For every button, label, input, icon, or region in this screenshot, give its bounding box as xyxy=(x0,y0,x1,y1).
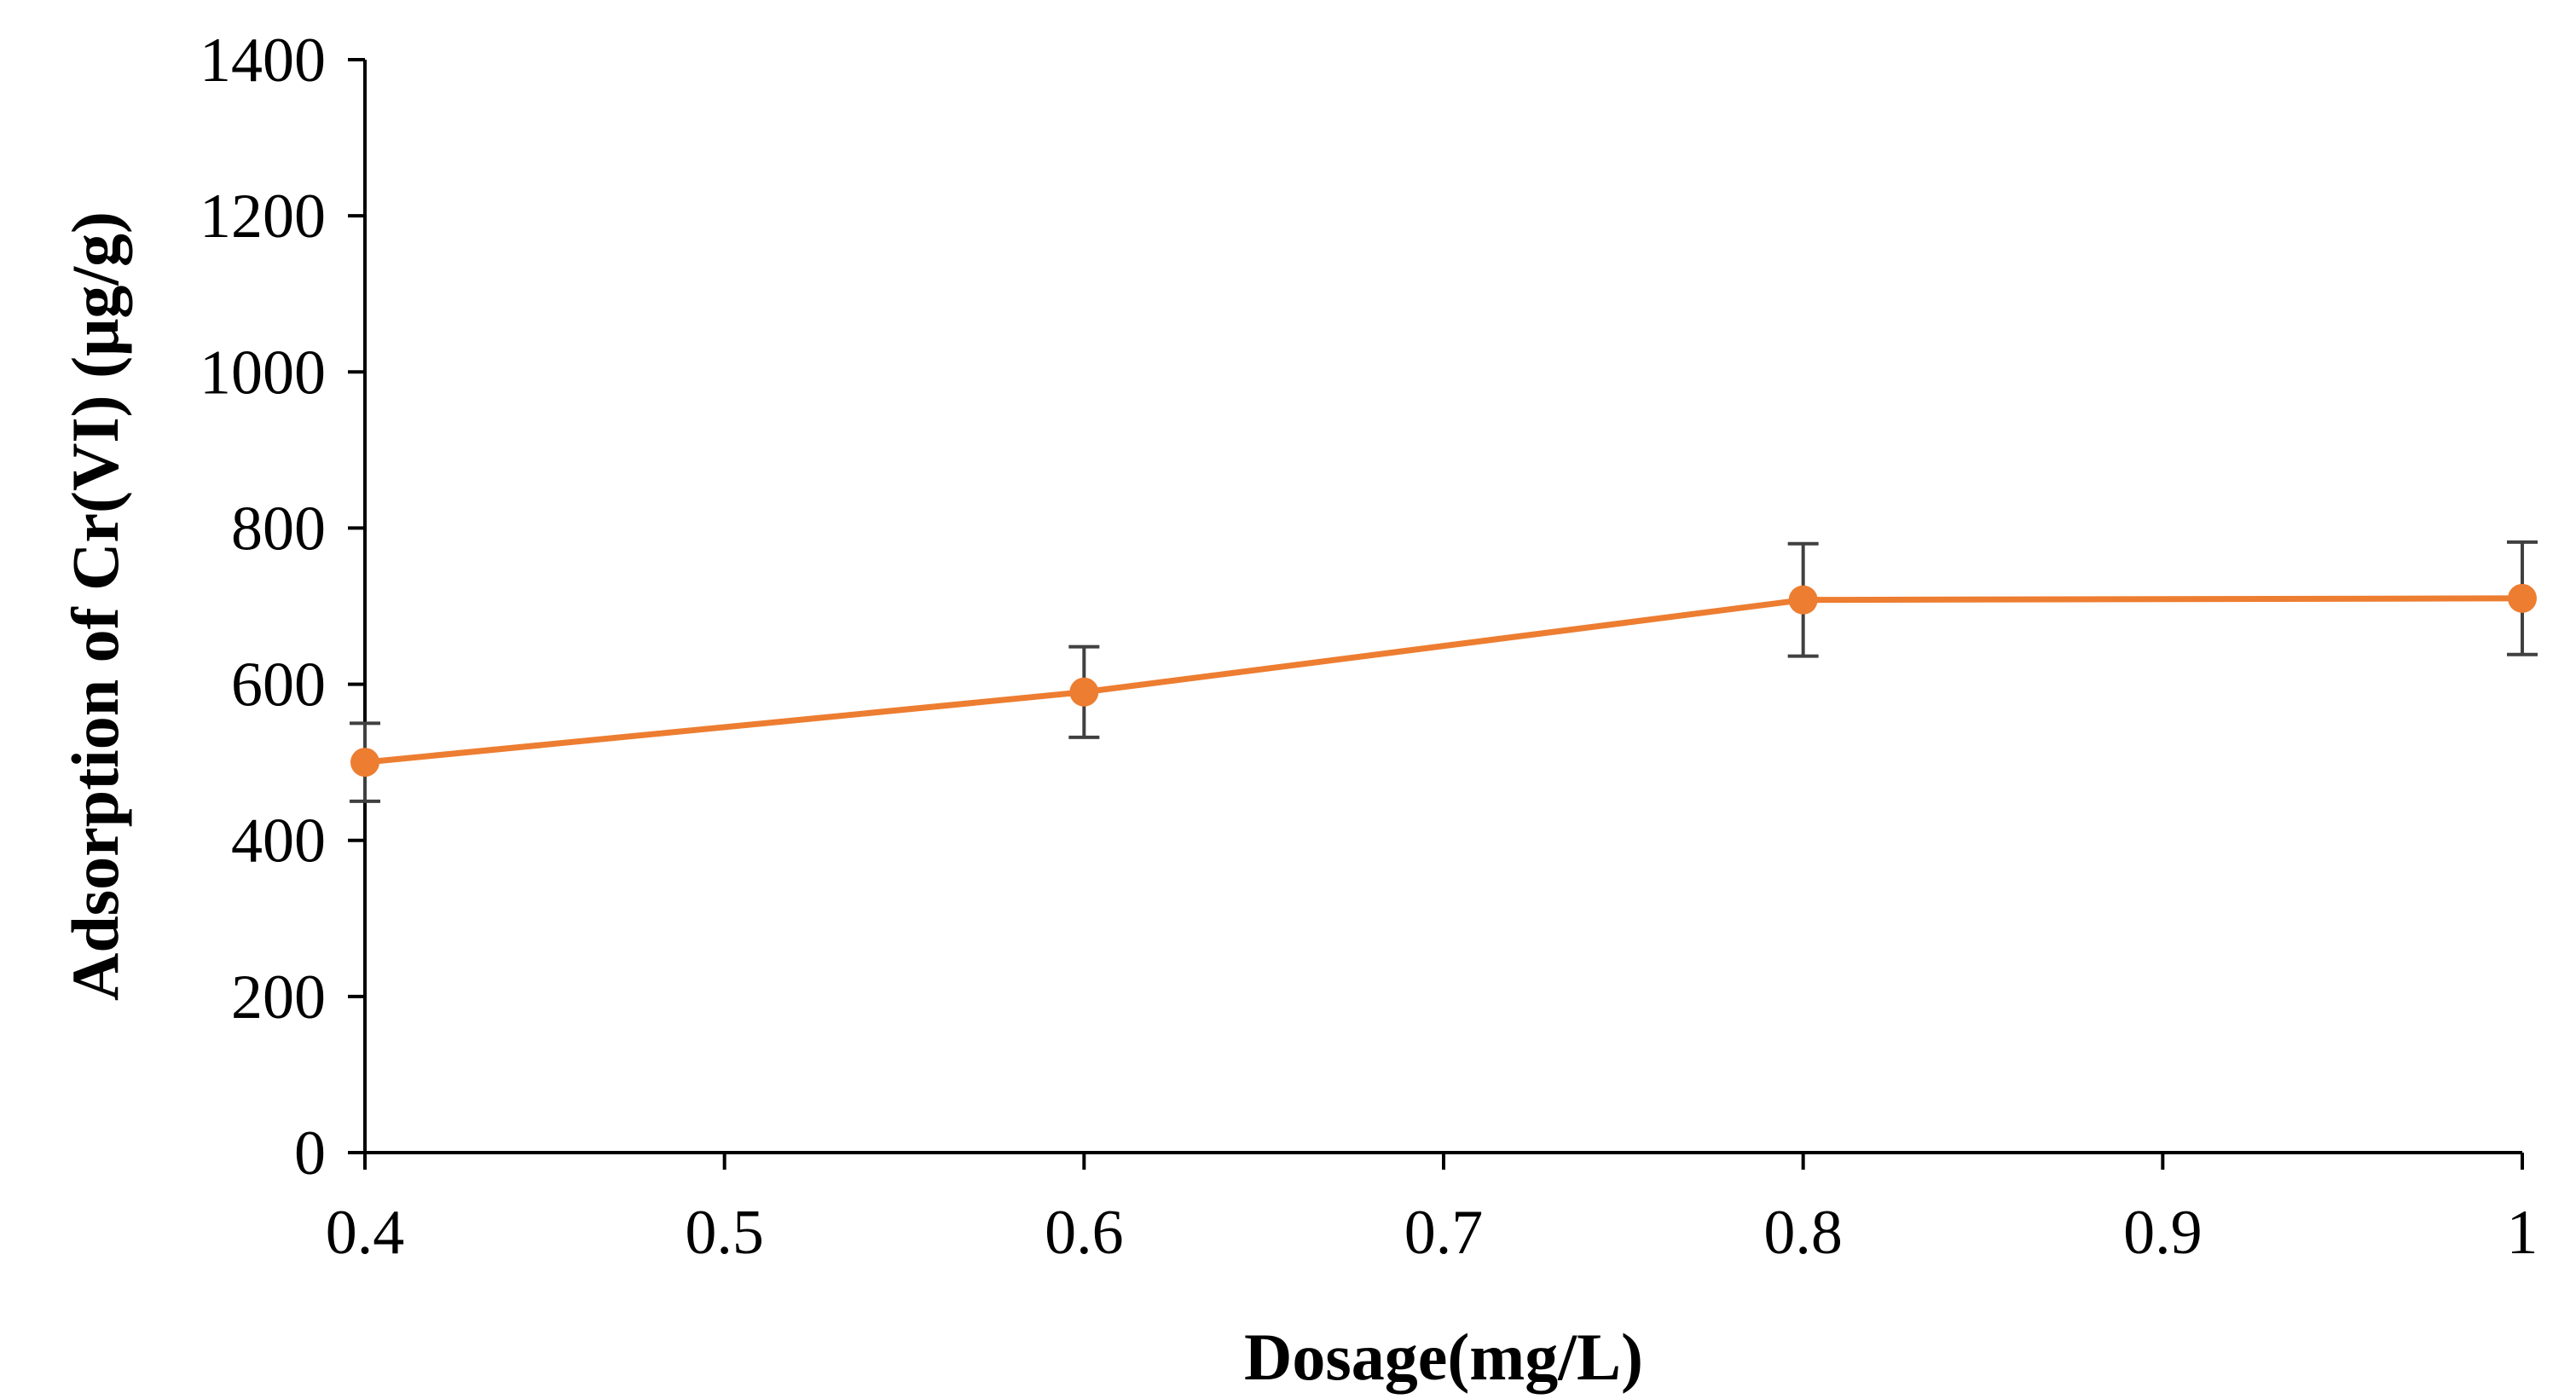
y-tick-label: 1000 xyxy=(200,338,326,408)
series-layer xyxy=(350,540,2538,803)
x-tick-label: 0.8 xyxy=(1763,1198,1843,1268)
data-point xyxy=(350,748,379,778)
x-tick-label: 1 xyxy=(2507,1198,2538,1268)
x-axis-title: Dosage(mg/L) xyxy=(1244,1320,1643,1394)
x-tick-label: 0.6 xyxy=(1045,1198,1124,1268)
y-tick-label: 1400 xyxy=(200,26,326,95)
data-point xyxy=(1069,677,1099,707)
y-tick-label: 400 xyxy=(231,806,326,876)
y-tick-label: 0 xyxy=(294,1119,326,1188)
y-tick-label: 600 xyxy=(231,650,326,720)
x-tick-label: 0.9 xyxy=(2123,1198,2203,1268)
x-tick-label: 0.4 xyxy=(326,1198,405,1268)
y-tick-label: 1200 xyxy=(200,182,326,251)
y-axis-title: Adsorption of Cr(VI) (μg/g) xyxy=(58,211,132,1001)
x-ticks: 0.4 0.5 0.6 0.7 0.8 0.9 1 xyxy=(326,1153,2538,1268)
x-tick-label: 0.5 xyxy=(685,1198,764,1268)
y-ticks: 0 200 400 600 800 1000 1200 1400 xyxy=(200,26,365,1188)
data-point xyxy=(1788,585,1818,615)
x-tick-label: 0.7 xyxy=(1404,1198,1484,1268)
data-point xyxy=(2508,583,2537,613)
y-tick-label: 200 xyxy=(231,963,326,1032)
y-tick-label: 800 xyxy=(231,494,326,564)
axes xyxy=(363,60,2522,1154)
series-line xyxy=(362,595,2526,766)
